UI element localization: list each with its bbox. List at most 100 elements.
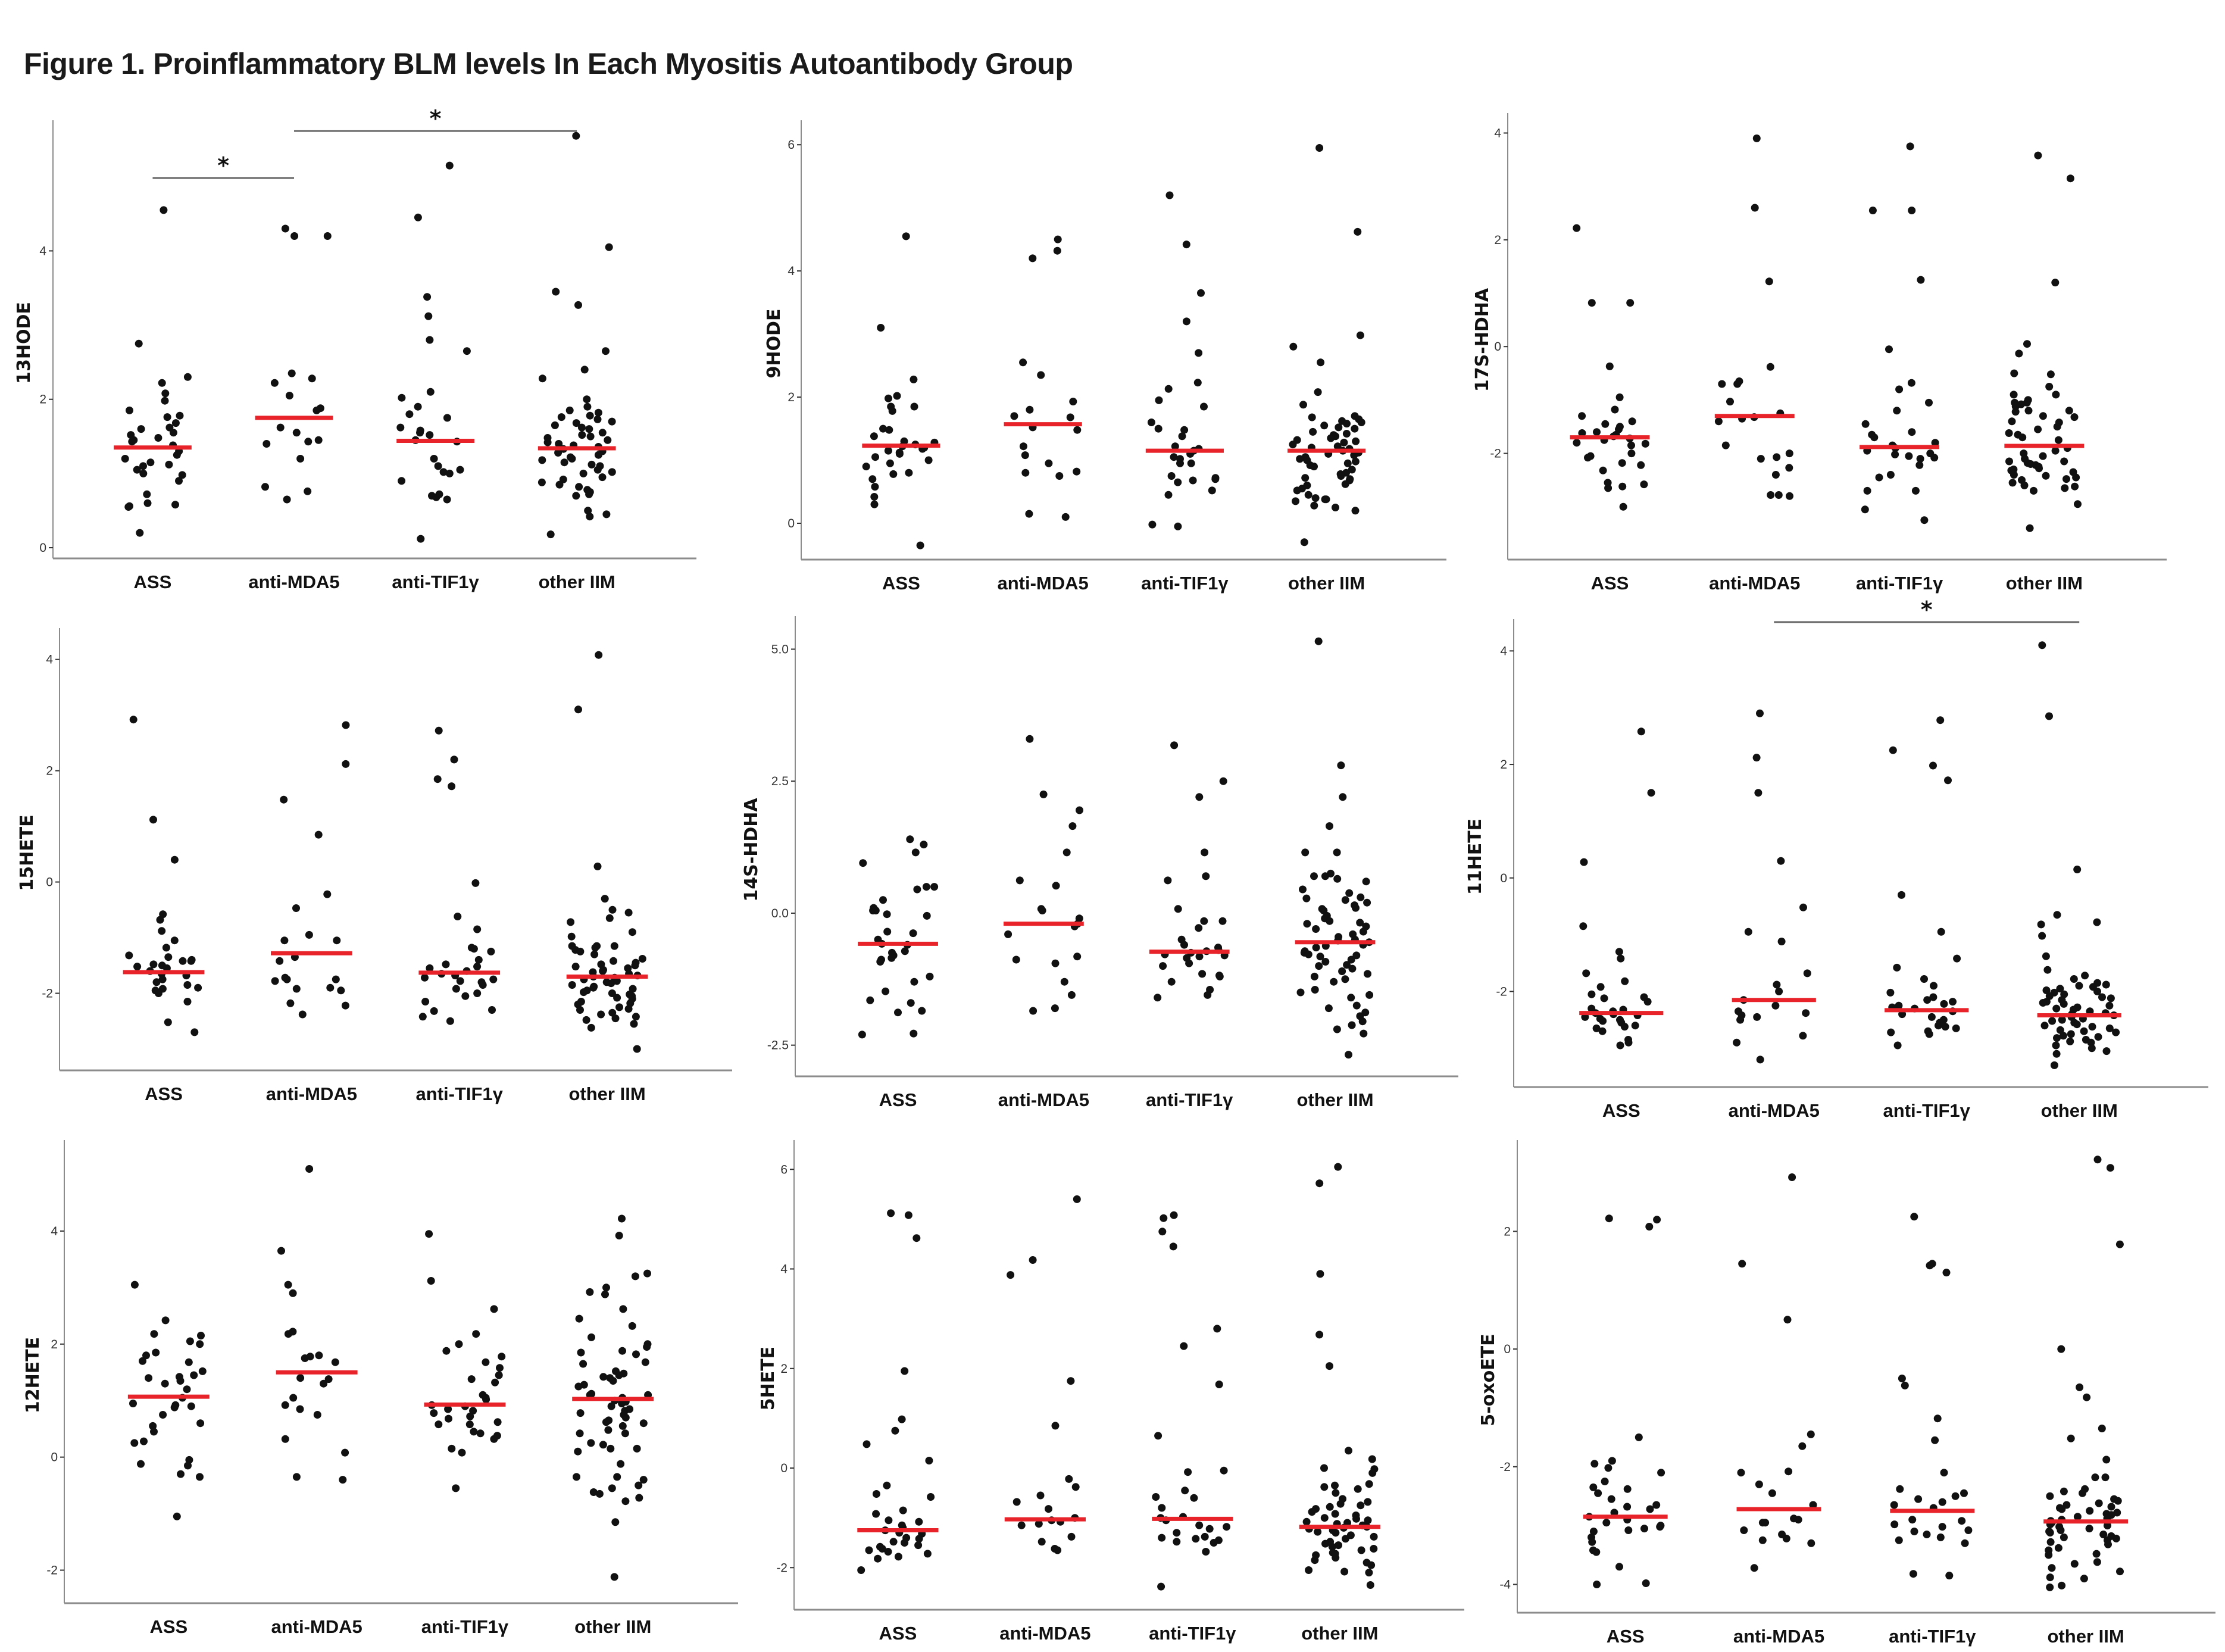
data-point <box>171 419 180 427</box>
data-point <box>450 755 458 764</box>
data-point <box>2066 1037 2074 1045</box>
data-point <box>198 1367 207 1375</box>
data-point <box>2057 1526 2065 1534</box>
data-point <box>280 936 289 945</box>
data-point <box>2067 1434 2075 1442</box>
data-point <box>1289 441 1297 449</box>
data-point <box>922 883 930 891</box>
data-point <box>128 438 136 446</box>
data-point <box>1201 848 1209 857</box>
data-point <box>473 989 482 997</box>
data-point <box>1624 1526 1633 1534</box>
data-point <box>1744 928 1752 936</box>
data-point <box>1174 478 1182 486</box>
data-point <box>1321 958 1330 966</box>
data-point <box>1170 1211 1178 1219</box>
data-point <box>615 1232 623 1239</box>
data-point <box>1909 1570 1917 1578</box>
data-point <box>1321 872 1329 880</box>
data-point <box>1360 1029 1368 1038</box>
data-point <box>1895 385 1904 394</box>
data-point <box>1338 967 1346 975</box>
data-point <box>1314 637 1323 645</box>
data-point <box>2046 1583 2054 1591</box>
x-category-label: ASS <box>1591 573 1629 594</box>
data-point <box>1159 962 1167 970</box>
data-point <box>1182 317 1190 326</box>
data-point <box>889 470 898 478</box>
y-tick-label: 2 <box>1494 233 1501 247</box>
data-point <box>1339 793 1347 801</box>
data-point <box>1573 439 1581 447</box>
data-point <box>618 1214 626 1223</box>
y-tick-label: 2 <box>46 764 53 778</box>
significance-star: * <box>217 152 229 179</box>
data-point <box>1752 754 1761 762</box>
data-point <box>314 830 323 839</box>
data-point <box>1593 1581 1601 1588</box>
data-point <box>1164 385 1173 393</box>
data-point <box>341 1448 349 1457</box>
y-tick-label: -2 <box>46 1564 58 1578</box>
data-point <box>1738 1260 1746 1268</box>
x-category-label: ASS <box>882 573 920 594</box>
data-point <box>589 1488 598 1496</box>
data-point <box>283 495 291 504</box>
data-point <box>580 988 588 997</box>
data-point <box>1069 398 1077 405</box>
data-point <box>1758 1536 1767 1544</box>
data-point <box>2048 1017 2057 1025</box>
data-point <box>895 449 904 458</box>
data-point <box>1320 1464 1328 1472</box>
data-point <box>546 530 555 539</box>
data-point <box>579 1360 588 1368</box>
data-point <box>149 816 157 824</box>
data-point <box>870 500 879 508</box>
data-point <box>1578 429 1586 437</box>
data-point <box>284 1330 292 1338</box>
data-point <box>1345 1447 1352 1455</box>
data-point <box>1774 491 1783 499</box>
data-point <box>1326 1503 1334 1511</box>
data-point <box>1938 1523 1946 1531</box>
data-point <box>1610 1509 1618 1517</box>
data-point <box>1147 419 1155 426</box>
data-point <box>2011 408 2020 416</box>
data-point <box>1158 1504 1166 1512</box>
data-point <box>2094 1033 2102 1041</box>
data-point <box>607 979 615 988</box>
data-point <box>543 438 552 446</box>
data-point <box>1073 467 1081 476</box>
data-point <box>435 726 443 735</box>
data-point <box>602 1418 610 1426</box>
x-category-label: other IIM <box>1296 1089 1373 1110</box>
data-point <box>1195 793 1204 801</box>
data-point <box>1054 1546 1062 1554</box>
data-point <box>1645 1223 1654 1231</box>
data-point <box>296 455 305 463</box>
data-point <box>635 1494 643 1502</box>
data-point <box>1164 876 1172 885</box>
data-point <box>190 1028 199 1036</box>
data-point <box>421 973 429 982</box>
data-point <box>1910 1528 1918 1535</box>
data-point <box>2080 1575 2088 1583</box>
y-tick-label: -2 <box>1496 985 1507 998</box>
data-point <box>598 473 607 482</box>
data-point <box>910 978 918 986</box>
data-point <box>129 716 138 724</box>
data-point <box>304 438 312 446</box>
data-point <box>2079 1489 2086 1497</box>
data-point <box>1308 413 1316 421</box>
data-point <box>2060 1000 2068 1008</box>
significance-star: * <box>430 105 442 132</box>
data-point <box>2039 412 2047 420</box>
data-point <box>633 1444 641 1453</box>
data-point <box>396 423 405 432</box>
data-point <box>2060 1533 2068 1541</box>
data-point <box>2039 999 2047 1007</box>
y-tick-label: 2.5 <box>771 775 789 788</box>
data-point <box>479 981 487 989</box>
data-point <box>1785 464 1793 472</box>
data-point <box>925 1457 933 1464</box>
